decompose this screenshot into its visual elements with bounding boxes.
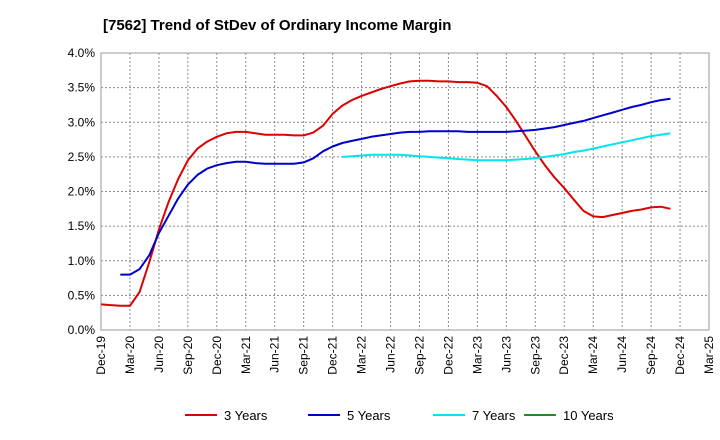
y-axis: 0.0% 0.5% 1.0% 1.5% 2.0% 2.5% 3.0% 3.5% 4.0%: [68, 46, 96, 337]
x-tick-label: Dec-22: [441, 336, 455, 375]
series-lines: [100, 79, 671, 307]
y-tick-label: 4.0%: [68, 46, 96, 60]
y-tick-label: 1.5%: [68, 219, 96, 233]
x-axis: Dec-19 Mar-20 Jun-20 Sep-20 Dec-20 Mar-21 Jun-…: [94, 336, 716, 375]
x-tick-label: Sep-22: [412, 336, 426, 375]
legend: 3 Years 5 Years 7 Years 10 Years: [185, 408, 614, 423]
series-line-5-years: [120, 97, 671, 276]
x-tick-label: Jun-23: [499, 336, 513, 373]
legend-label: 3 Years: [224, 408, 268, 423]
y-tick-label: 0.0%: [68, 323, 96, 337]
y-tick-label: 3.5%: [68, 81, 96, 95]
x-tick-label: Jun-21: [268, 336, 282, 373]
y-tick-label: 3.0%: [68, 115, 96, 129]
x-tick-label: Jun-24: [615, 336, 629, 373]
x-tick-label: Jun-22: [384, 336, 398, 373]
series-line-3-years: [100, 79, 671, 307]
x-tick-label: Mar-20: [123, 336, 137, 374]
x-tick-label: Mar-23: [470, 336, 484, 374]
x-tick-label: Dec-19: [94, 336, 108, 375]
x-tick-label: Dec-24: [673, 336, 687, 375]
legend-label: 5 Years: [347, 408, 391, 423]
y-tick-label: 2.0%: [68, 185, 96, 199]
x-tick-label: Dec-21: [326, 336, 340, 375]
x-tick-label: Jun-20: [152, 336, 166, 373]
y-tick-label: 0.5%: [68, 288, 96, 302]
x-tick-label: Dec-20: [210, 336, 224, 375]
x-tick-label: Sep-23: [528, 336, 542, 375]
x-tick-label: Sep-24: [644, 336, 658, 375]
x-tick-label: Mar-25: [702, 336, 716, 374]
x-tick-label: Mar-22: [355, 336, 369, 374]
x-tick-label: Sep-20: [181, 336, 195, 375]
y-tick-label: 1.0%: [68, 254, 96, 268]
chart-title: [7562] Trend of StDev of Ordinary Income…: [103, 17, 451, 34]
x-tick-label: Sep-21: [297, 336, 311, 375]
legend-label: 7 Years: [472, 408, 516, 423]
x-tick-label: Dec-23: [557, 336, 571, 375]
x-tick-label: Mar-21: [239, 336, 253, 374]
series-line-7-years: [342, 132, 671, 162]
plot-area: [100, 52, 710, 331]
grid: [100, 52, 710, 331]
y-tick-label: 2.5%: [68, 150, 96, 164]
legend-label: 10 Years: [563, 408, 614, 423]
x-tick-label: Mar-24: [586, 336, 600, 374]
